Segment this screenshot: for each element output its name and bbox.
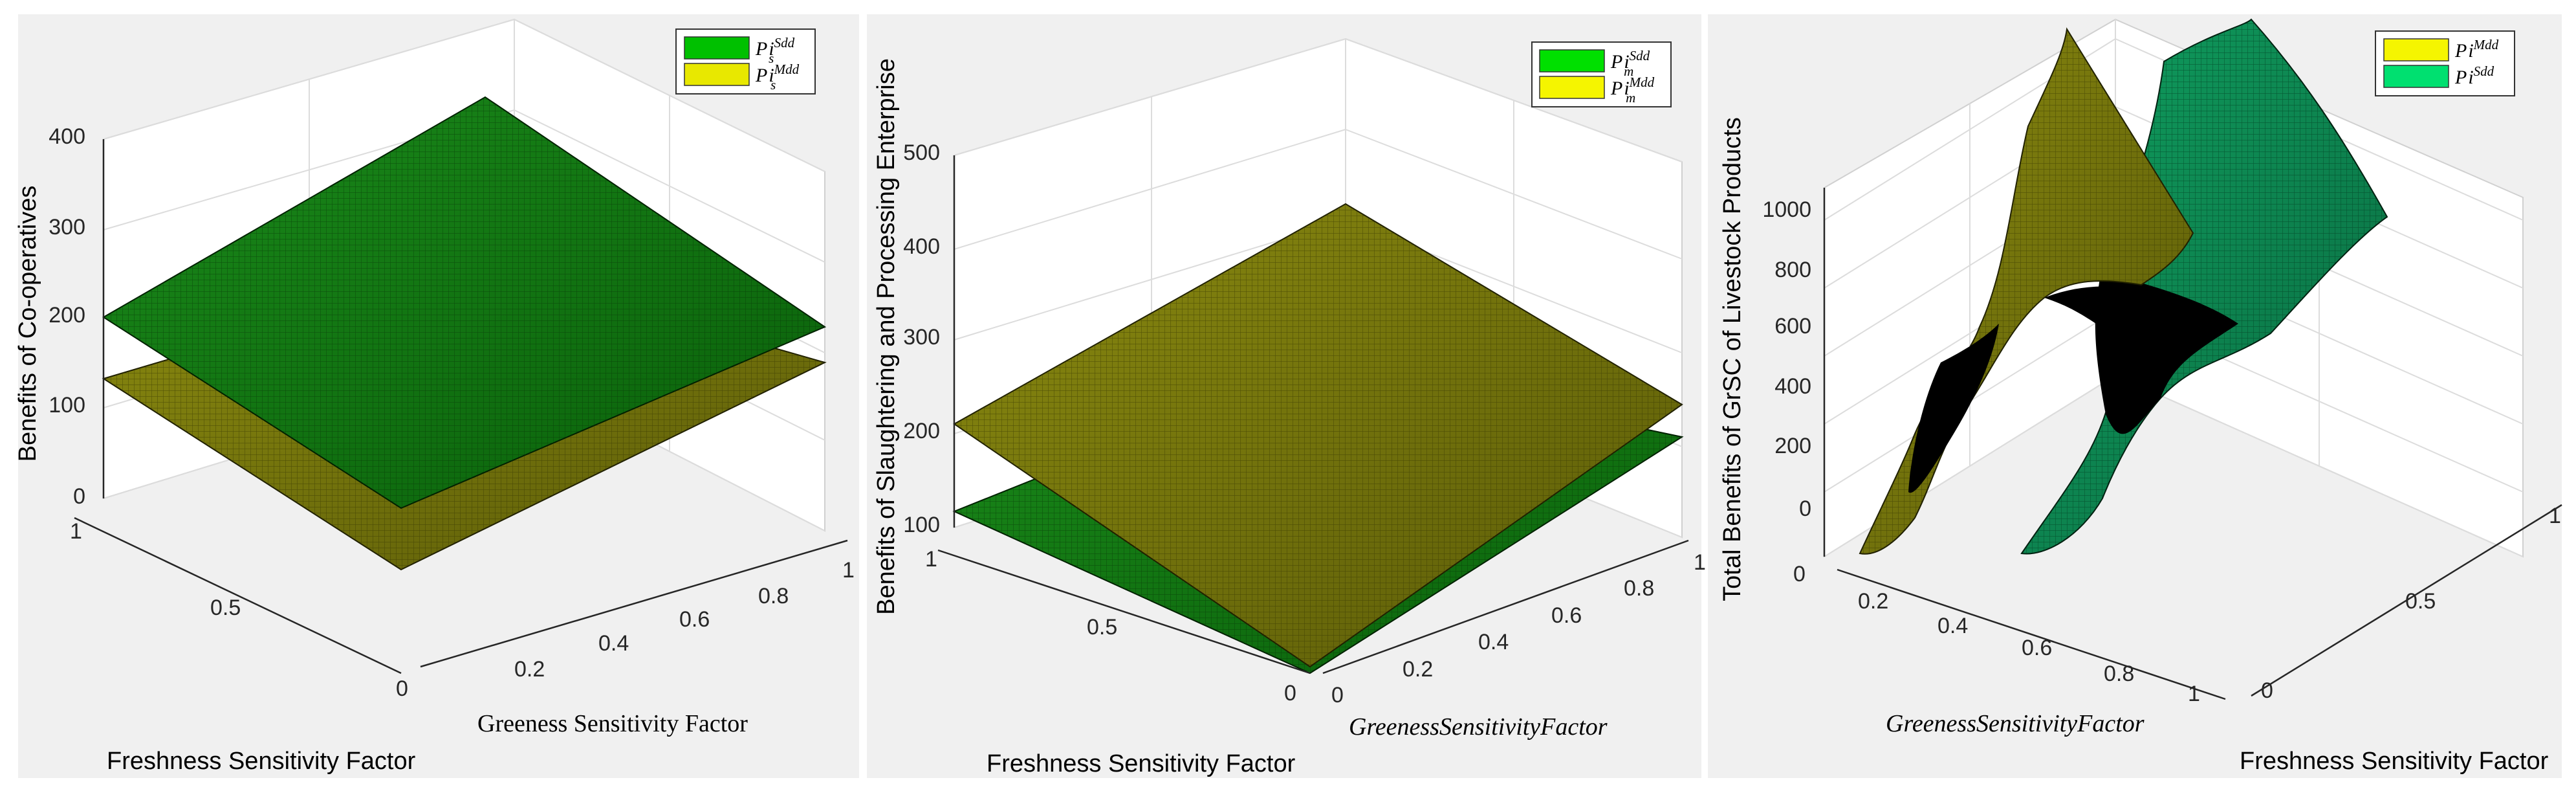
x-ticks: 0 0.2 0.4 0.6 0.8 1 bbox=[1331, 550, 1706, 707]
axis-lines bbox=[74, 139, 848, 674]
x-ticks: 0.2 0.4 0.6 0.8 1 bbox=[514, 558, 855, 682]
y-tick: 1 bbox=[70, 519, 82, 544]
y-axis-label: Freshness Sensitivity Factor bbox=[107, 748, 416, 775]
z-tick: 100 bbox=[49, 393, 85, 418]
z-tick: 100 bbox=[903, 513, 940, 537]
legend: PiSdd s PiMdd s bbox=[675, 28, 816, 95]
z-tick: 200 bbox=[49, 303, 85, 328]
z-tick: 400 bbox=[903, 234, 940, 259]
x-ticks: 0.2 0.4 0.6 0.8 1 bbox=[1858, 589, 2200, 706]
legend-swatch bbox=[684, 36, 750, 60]
x-tick: 1 bbox=[1694, 550, 1706, 575]
z-tick: 0 bbox=[73, 484, 85, 509]
x-tick: 0.2 bbox=[514, 657, 545, 682]
x-tick: 0.4 bbox=[1937, 614, 1968, 638]
legend: PiSdd m PiMdd m bbox=[1531, 41, 1672, 107]
y-ticks: 0 0.5 1 bbox=[70, 519, 408, 701]
y-axis-label: Freshness Sensitivity Factor bbox=[2240, 748, 2549, 775]
y-tick: 0.5 bbox=[2405, 589, 2436, 614]
z-tick: 600 bbox=[1774, 314, 1811, 339]
legend-swatch bbox=[2383, 38, 2449, 61]
surface-pi-sdd bbox=[2020, 18, 2388, 555]
x-axis-label: Greeness Sensitivity Factor bbox=[477, 710, 748, 737]
y-tick: 1 bbox=[925, 547, 937, 572]
y-ticks: 0 0.5 1 bbox=[2261, 504, 2561, 703]
z-ticks: 0 100 200 300 400 bbox=[49, 124, 85, 509]
x-tick: 0.6 bbox=[2022, 636, 2052, 660]
x-tick: 0.8 bbox=[1624, 576, 1654, 601]
y-tick: 0 bbox=[1284, 681, 1296, 706]
axis-lines bbox=[1823, 188, 2562, 700]
z-axis-label: Benefits of Slaughtering and Processing … bbox=[873, 58, 900, 615]
x-axis-label: GreenessSensitivityFactor bbox=[1349, 713, 1608, 741]
z-tick: 800 bbox=[1774, 258, 1811, 282]
x-tick: 0.4 bbox=[598, 631, 629, 656]
x-tick: 0.4 bbox=[1478, 630, 1509, 654]
x-tick: 0.8 bbox=[2104, 662, 2134, 686]
x-tick: 1 bbox=[842, 558, 855, 583]
y-tick: 0 bbox=[2261, 678, 2273, 703]
y-tick: 0.5 bbox=[210, 596, 241, 620]
z-tick: 300 bbox=[903, 325, 940, 350]
axis-lines bbox=[937, 155, 1689, 674]
z-tick: 400 bbox=[1774, 374, 1811, 399]
y-ticks: 0 0.5 1 bbox=[925, 547, 1296, 706]
surface-pi-mdd bbox=[1859, 27, 2194, 555]
x-tick: 0.6 bbox=[1551, 603, 1582, 628]
surface-pi-s-sdd bbox=[102, 96, 827, 509]
x-axis-label: GreenessSensitivityFactor bbox=[1886, 710, 2145, 737]
z-ticks: 100 200 300 400 500 bbox=[903, 140, 940, 537]
x-tick: 0.6 bbox=[679, 607, 710, 632]
z-tick: 0 bbox=[1799, 496, 1811, 521]
x-tick: 0.8 bbox=[758, 584, 789, 608]
legend-swatch bbox=[1539, 76, 1605, 99]
z-tick: 500 bbox=[903, 140, 940, 165]
x-tick: 0.2 bbox=[1858, 589, 1888, 614]
x-tick: 0 bbox=[1331, 683, 1344, 707]
y-tick: 1 bbox=[2549, 504, 2561, 528]
z-axis-label: Total Benefits of GrSC of Livestock Prod… bbox=[1719, 117, 1746, 601]
origin-tick: 0 bbox=[1793, 562, 1806, 586]
z-ticks: 0 200 400 600 800 1000 bbox=[1762, 197, 1811, 521]
x-tick: 0.2 bbox=[1403, 657, 1433, 682]
x-tick: 1 bbox=[2188, 682, 2200, 706]
panel-slaughtering: 100 200 300 400 500 0 0.5 1 0 0.2 0.4 0.… bbox=[867, 14, 1706, 778]
panel-total-benefits: 0 200 400 600 800 1000 0.2 0.4 0.6 0.8 1… bbox=[1708, 14, 2562, 778]
y-tick: 0.5 bbox=[1087, 615, 1117, 640]
z-tick: 200 bbox=[1774, 434, 1811, 458]
z-tick: 1000 bbox=[1762, 197, 1811, 222]
legend-swatch bbox=[2383, 65, 2449, 88]
z-tick: 300 bbox=[49, 215, 85, 240]
y-tick: 0 bbox=[396, 676, 408, 701]
y-axis-label: Freshness Sensitivity Factor bbox=[987, 750, 1296, 777]
panel-co-operatives: 0 100 200 300 400 0 0.5 1 0.2 0.4 0.6 0.… bbox=[14, 14, 859, 778]
z-tick: 200 bbox=[903, 419, 940, 443]
legend-swatch bbox=[1539, 49, 1605, 72]
surface-pi-m-mdd bbox=[953, 203, 1683, 668]
z-tick: 400 bbox=[49, 124, 85, 149]
z-axis-label: Benefits of Co-operatives bbox=[14, 186, 41, 462]
legend: PiMdd PiSdd bbox=[2375, 30, 2515, 96]
legend-swatch bbox=[684, 63, 750, 86]
